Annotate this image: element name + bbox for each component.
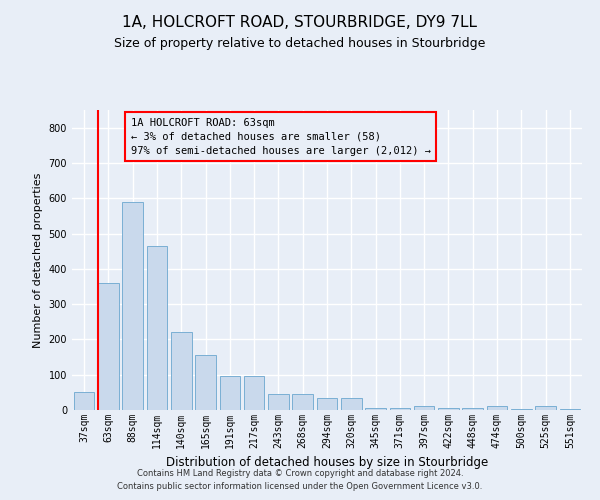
Text: 1A, HOLCROFT ROAD, STOURBRIDGE, DY9 7LL: 1A, HOLCROFT ROAD, STOURBRIDGE, DY9 7LL [122,15,478,30]
Text: Contains HM Land Registry data © Crown copyright and database right 2024.: Contains HM Land Registry data © Crown c… [137,468,463,477]
Bar [171,332,191,410]
Bar [341,398,362,410]
Bar [389,408,410,410]
Y-axis label: Number of detached properties: Number of detached properties [33,172,43,348]
Bar [438,408,459,410]
X-axis label: Distribution of detached houses by size in Stourbridge: Distribution of detached houses by size … [166,456,488,469]
Text: Size of property relative to detached houses in Stourbridge: Size of property relative to detached ho… [115,38,485,51]
Bar [146,246,167,410]
Bar [195,356,216,410]
Bar [292,394,313,410]
Bar [535,406,556,410]
Bar [268,394,289,410]
Bar [122,202,143,410]
Bar [244,376,265,410]
Bar [74,392,94,410]
Bar [511,409,532,410]
Bar [487,406,508,410]
Bar [365,408,386,410]
Text: 1A HOLCROFT ROAD: 63sqm
← 3% of detached houses are smaller (58)
97% of semi-det: 1A HOLCROFT ROAD: 63sqm ← 3% of detached… [131,118,431,156]
Text: Contains public sector information licensed under the Open Government Licence v3: Contains public sector information licen… [118,482,482,491]
Bar [317,398,337,410]
Bar [414,406,434,410]
Bar [98,283,119,410]
Bar [220,376,240,410]
Bar [560,409,580,410]
Bar [463,408,483,410]
